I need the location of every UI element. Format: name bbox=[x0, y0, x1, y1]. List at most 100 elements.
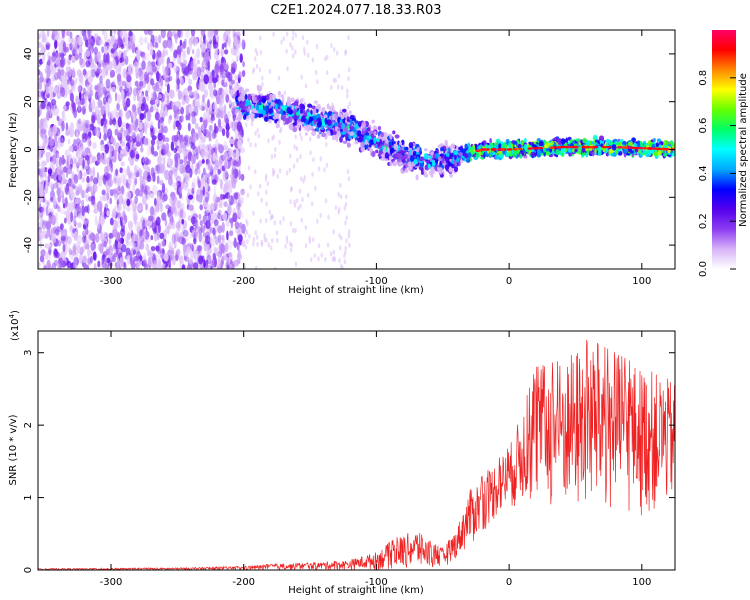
spectrogram-cell bbox=[50, 214, 57, 226]
spectrogram-cell bbox=[154, 35, 158, 43]
spectrogram-cell bbox=[205, 264, 211, 269]
spectrogram-cell bbox=[139, 36, 144, 46]
spectrogram-cell bbox=[330, 85, 333, 90]
spectrogram-cell bbox=[59, 63, 64, 69]
spectrogram-cell bbox=[252, 67, 256, 73]
spectrogram-cell bbox=[97, 99, 103, 108]
spectrogram-cell bbox=[128, 223, 133, 235]
spectrogram-cell bbox=[51, 108, 56, 116]
spectrogram-cell bbox=[114, 92, 118, 102]
spectrogram-cell bbox=[103, 127, 108, 134]
spectrogram-cell bbox=[192, 150, 196, 155]
spectrogram-cell bbox=[113, 173, 118, 185]
spectrogram-cell bbox=[300, 176, 303, 182]
spectrogram-cell bbox=[257, 191, 260, 197]
spectrogram-cell bbox=[271, 214, 274, 220]
spectrogram-cell bbox=[51, 262, 56, 269]
spectrogram-cell bbox=[312, 237, 315, 243]
spectrogram-cell bbox=[663, 152, 668, 157]
spectrogram-cell bbox=[84, 147, 91, 154]
spectrogram-cell bbox=[191, 244, 195, 252]
spectrogram-cell bbox=[316, 79, 319, 85]
spectrogram-cell bbox=[170, 203, 177, 214]
spectrogram-cell bbox=[231, 176, 234, 186]
spectrogram-cell bbox=[250, 121, 254, 127]
spectrogram-cell bbox=[57, 240, 62, 247]
spectrogram-cell bbox=[54, 212, 58, 223]
spectrogram-cell bbox=[332, 229, 335, 235]
spectrogram-cell bbox=[154, 197, 157, 207]
spectrogram-cell bbox=[46, 228, 50, 239]
spectrogram-cell bbox=[122, 97, 126, 108]
spectrogram-cell bbox=[126, 198, 131, 207]
spectrogram-cell bbox=[344, 250, 347, 256]
spectrogram-cell bbox=[88, 92, 92, 103]
spectrogram-cell bbox=[90, 241, 96, 251]
spectrogram-cell bbox=[317, 256, 320, 262]
spectrogram-cell bbox=[106, 257, 111, 264]
spectrogram-cell bbox=[129, 160, 134, 166]
spectrogram-cell bbox=[311, 57, 315, 63]
spectrogram-cell bbox=[237, 130, 243, 139]
spectrogram-cell bbox=[87, 257, 91, 265]
spectrogram-cell bbox=[198, 194, 202, 204]
spectrogram-cell bbox=[249, 184, 252, 190]
spectrogram-cell bbox=[138, 202, 144, 210]
spectrogram-cell bbox=[93, 65, 98, 72]
spectrogram-cell bbox=[242, 61, 246, 68]
spectrogram-cell bbox=[226, 256, 230, 266]
spectrogram-cell bbox=[97, 63, 102, 70]
spectrogram-cell bbox=[119, 79, 124, 91]
spectrogram-cell bbox=[210, 265, 213, 269]
spectrogram-cell bbox=[92, 142, 97, 150]
spectrogram-cell bbox=[241, 135, 244, 144]
spectrogram-cell bbox=[182, 43, 187, 49]
spectrogram-cell bbox=[40, 101, 46, 110]
spectrogram-cell bbox=[105, 248, 110, 256]
spectrogram-cell bbox=[193, 69, 198, 78]
spectrogram-cell bbox=[304, 243, 308, 249]
spectrogram-cell bbox=[180, 166, 186, 174]
spectrogram-cell bbox=[114, 50, 118, 57]
spectrogram-cell bbox=[119, 57, 123, 64]
spectrogram-cell bbox=[162, 49, 166, 58]
spectrogram-cell bbox=[217, 225, 223, 234]
spectrogram-cell bbox=[126, 191, 132, 200]
spectrogram-cell bbox=[326, 54, 329, 60]
spectrogram-cell bbox=[190, 110, 196, 118]
spectrogram-cell bbox=[239, 53, 243, 63]
spectrogram-cell bbox=[172, 134, 177, 142]
spectrogram-cell bbox=[310, 201, 314, 207]
spectrogram-cell bbox=[171, 233, 176, 244]
spectrogram-cell bbox=[285, 31, 289, 37]
spectrogram-cell bbox=[331, 134, 336, 141]
spectrogram-cell bbox=[50, 227, 56, 235]
spectrogram-cell bbox=[147, 256, 153, 267]
spectrogram-cell bbox=[116, 203, 122, 212]
spectrogram-cell bbox=[45, 88, 49, 95]
spectrogram-cell bbox=[334, 205, 338, 211]
spectrogram-cell bbox=[143, 138, 147, 146]
spectrogram-cell bbox=[133, 95, 137, 102]
spectrogram-cell bbox=[44, 243, 50, 249]
spectrogram-cell bbox=[392, 130, 396, 135]
spectrogram-cell bbox=[208, 124, 213, 132]
spectrogram-cell bbox=[82, 135, 88, 143]
spectrogram-cell bbox=[223, 183, 228, 194]
spectrogram-cell bbox=[278, 140, 281, 145]
spectrogram-cell bbox=[38, 161, 41, 168]
spectrogram-cell bbox=[334, 114, 339, 119]
spectrogram-cell bbox=[165, 127, 168, 133]
spectrogram-cell bbox=[74, 185, 79, 192]
spectrogram-cell bbox=[161, 183, 166, 194]
spectrogram-cell bbox=[132, 112, 137, 122]
spectrogram-cell bbox=[57, 166, 61, 176]
spectrogram-cell bbox=[192, 99, 196, 108]
spectrogram-cell bbox=[292, 30, 295, 36]
spectrogram-cell bbox=[218, 214, 223, 222]
spectrogram-cell bbox=[261, 81, 264, 87]
spectrogram-cell bbox=[292, 227, 295, 233]
spectrogram-cell bbox=[346, 88, 349, 94]
spectrogram-cell bbox=[171, 30, 177, 37]
spectrogram-cell bbox=[99, 39, 104, 46]
